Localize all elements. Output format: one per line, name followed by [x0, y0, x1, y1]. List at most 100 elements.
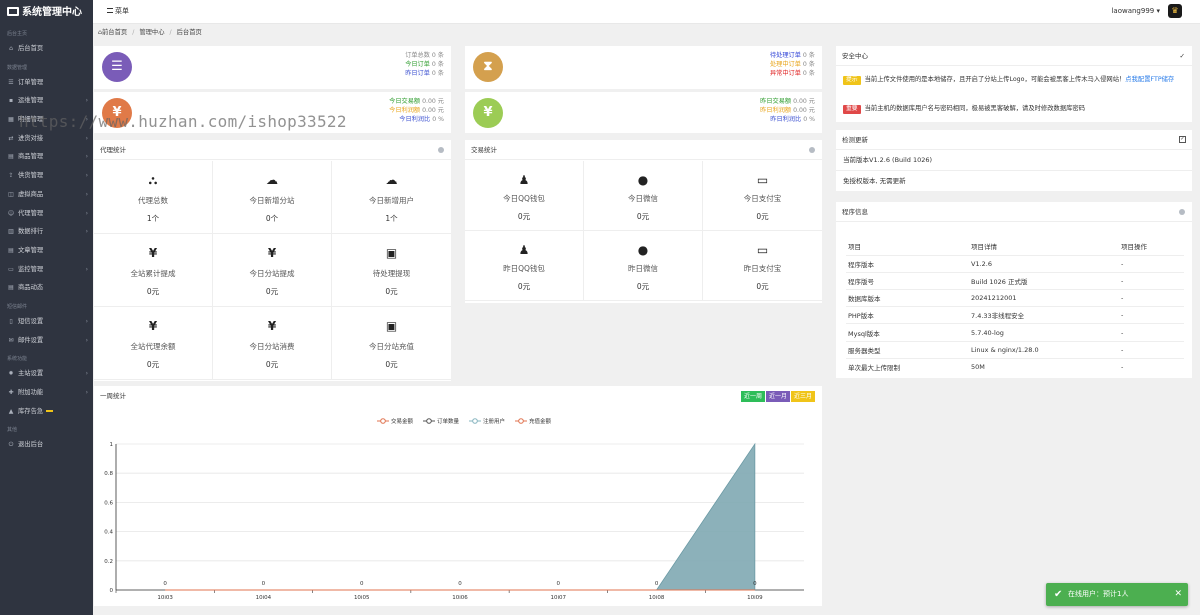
stat-cell-value: 0元: [385, 287, 398, 296]
stat-cell-value: 0个: [265, 214, 279, 223]
stat-cell-label: 全站代理余额: [130, 342, 176, 351]
table-cell: 服务器类型: [846, 340, 969, 359]
today-money-stat-lines: 今日交易额 0.00 元今日利润额 0.00 元今日利润比 0 %: [389, 97, 444, 124]
sidebar-item[interactable]: ☺ 代理管理 ›: [0, 205, 93, 224]
legend-item[interactable]: 充值金额: [515, 417, 552, 425]
x-tick-label: 10i07: [551, 595, 567, 601]
table-cell: 程序版本: [846, 254, 969, 273]
sidebar-item[interactable]: ◫ 虚拟商品 ›: [0, 186, 93, 205]
stat-line: 待处理订单 0 条: [770, 51, 815, 60]
stat-value: 0 条: [431, 61, 444, 68]
avatar[interactable]: ♛: [1168, 4, 1182, 18]
breadcrumb-center[interactable]: 管理中心: [139, 29, 165, 36]
table-row: PHP版本 7.4.33非线程安全 -: [846, 306, 1184, 324]
stat-cell: ♟ 昨日QQ钱包 0元: [465, 231, 584, 301]
collapse-dot-icon[interactable]: [1179, 209, 1185, 215]
stat-cell-value: 0元: [517, 212, 531, 221]
security-title: 安全中心: [842, 52, 868, 60]
table-header-row: 项目 项目详情 项目操作: [846, 238, 1184, 255]
chevron-right-icon: ›: [85, 153, 88, 161]
stat-cell-value: 0元: [517, 282, 531, 291]
collapse-dot-icon[interactable]: [809, 147, 815, 153]
y-tick-label: 0.4: [104, 530, 113, 536]
legend-item[interactable]: 订单数量: [423, 417, 460, 425]
sidebar-item-label: 邮件设置: [18, 336, 44, 344]
table-row: 程序版号 Build 1026 正式版 -: [846, 271, 1184, 290]
stat-cell-label: 今日分站提成: [249, 269, 295, 278]
chevron-right-icon: ›: [85, 370, 88, 378]
watermark: https://www.huzhan.com/ishop33522: [19, 112, 347, 131]
sidebar-item[interactable]: ▥ 数据排行 ›: [0, 223, 93, 242]
brand[interactable]: 系统管理中心: [0, 0, 93, 25]
yen-icon: ¥: [267, 319, 277, 333]
check-icon: ✔: [1054, 589, 1063, 600]
yesterday-money-stat-card: ¥ 昨日交易额 0.00 元昨日利润额 0.00 元昨日利润比 0 %: [465, 92, 822, 133]
table-row: Mysql版本 5.7.40-log -: [846, 323, 1184, 342]
stat-cell-label: 今日分站充值: [369, 342, 414, 351]
sidebar-item[interactable]: ⇄ 进货对接 ›: [0, 130, 93, 149]
table-header-cell: 项目操作: [1121, 243, 1147, 252]
sidebar-item-label: 短信设置: [18, 317, 44, 325]
stat-value: 0.00 元: [793, 98, 815, 105]
menu-toggle-label: 菜单: [115, 7, 129, 15]
sidebar-item[interactable]: ✉ 邮件设置 ›: [0, 332, 93, 351]
sitemap-icon: ⛬: [148, 173, 158, 187]
sidebar-item[interactable]: ▤ 商品动态: [0, 279, 93, 298]
money-icon: ▣: [385, 246, 398, 260]
chevron-right-icon: ›: [85, 116, 88, 124]
sidebar-item[interactable]: ✚ 附加功能 ›: [0, 384, 93, 403]
table-cell: PHP版本: [846, 306, 969, 324]
sidebar-item[interactable]: ▤ 商品管理 ›: [0, 148, 93, 167]
sidebar-item[interactable]: ⏻ 退出后台: [0, 436, 93, 455]
stat-cell-value: 0元: [636, 282, 650, 291]
stat-cell-label: 全站累计提成: [130, 269, 176, 278]
sidebar-item[interactable]: ⌂ 后台首页: [0, 40, 93, 59]
legend-item[interactable]: 注册用户: [469, 417, 505, 425]
stat-cell: ▣ 待处理提现 0元: [332, 234, 451, 307]
stat-line: 昨日交易额 0.00 元: [760, 97, 815, 106]
user-dropdown[interactable]: laowang999 ▾: [1111, 7, 1160, 15]
stat-cell-label: 今日分站消费: [249, 342, 295, 351]
range-button[interactable]: 近一月: [765, 391, 790, 402]
stat-cell-label: 昨日QQ钱包: [503, 264, 545, 273]
sidebar-item[interactable]: ⇪ 供货管理 ›: [0, 167, 93, 186]
y-tick-label: 0.2: [104, 559, 113, 565]
stat-label: 今日交易额: [389, 98, 421, 105]
sidebar: 系统管理中心 后台主页 ⌂ 后台首页 数据管理 ☰ 订单管理 ▪ 运维管理 › ▦ 明细管理 › ⇄ 进货…: [0, 0, 93, 615]
cloud-icon: ☁: [266, 173, 278, 187]
table-cell: Linux & nginx/1.28.0: [969, 340, 1119, 359]
stat-cell-value: 0元: [385, 360, 398, 369]
close-icon[interactable]: ✕: [1174, 589, 1182, 599]
table-cell: -: [1119, 306, 1184, 324]
stat-line: 昨日利润额 0.00 元: [760, 106, 815, 115]
range-button[interactable]: 近一周: [740, 391, 765, 402]
data-label: 0: [557, 581, 561, 587]
sidebar-item[interactable]: ▲ 库存告急: [0, 403, 93, 422]
stat-value: 0 %: [432, 116, 444, 123]
sidebar-item[interactable]: ▦ 明细管理 ›: [0, 111, 93, 130]
checkbox-icon[interactable]: ✓: [1179, 136, 1186, 143]
sidebar-item[interactable]: ✹ 主站设置 ›: [0, 365, 93, 384]
sidebar-item[interactable]: ☰ 订单管理: [0, 74, 93, 93]
chat-icon: ▪: [8, 97, 14, 105]
check-icon[interactable]: ✓: [1179, 52, 1185, 60]
sidebar-item[interactable]: ▯ 短信设置 ›: [0, 313, 93, 332]
home-icon: ⌂: [98, 29, 102, 36]
stat-cell-value: 0元: [265, 360, 279, 369]
pending-stat-card: ⧗ 待处理订单 0 条处理中订单 0 条异常中订单 0 条: [465, 46, 822, 89]
sidebar-item[interactable]: ▭ 监控管理 ›: [0, 261, 93, 280]
menu-toggle-button[interactable]: 菜单: [107, 6, 129, 16]
range-button[interactable]: 近三月: [790, 391, 815, 402]
legend-item[interactable]: 交易金额: [377, 417, 414, 425]
collapse-dot-icon[interactable]: [438, 147, 444, 153]
ftp-config-link[interactable]: 点我配置FTP储存: [1125, 76, 1175, 83]
list-icon: ☰: [102, 52, 132, 82]
stat-value: 0 %: [803, 116, 815, 123]
range-buttons: 近一周 近一月 近三月: [740, 391, 815, 402]
breadcrumb-home[interactable]: 前台首页: [102, 29, 128, 36]
sidebar-item[interactable]: ▤ 文章管理: [0, 242, 93, 261]
sidebar-item[interactable]: ▪ 运维管理 ›: [0, 92, 93, 111]
qq-icon: ♟: [518, 243, 530, 257]
yen-icon: ¥: [148, 319, 158, 333]
stat-value: 0 条: [431, 70, 444, 77]
